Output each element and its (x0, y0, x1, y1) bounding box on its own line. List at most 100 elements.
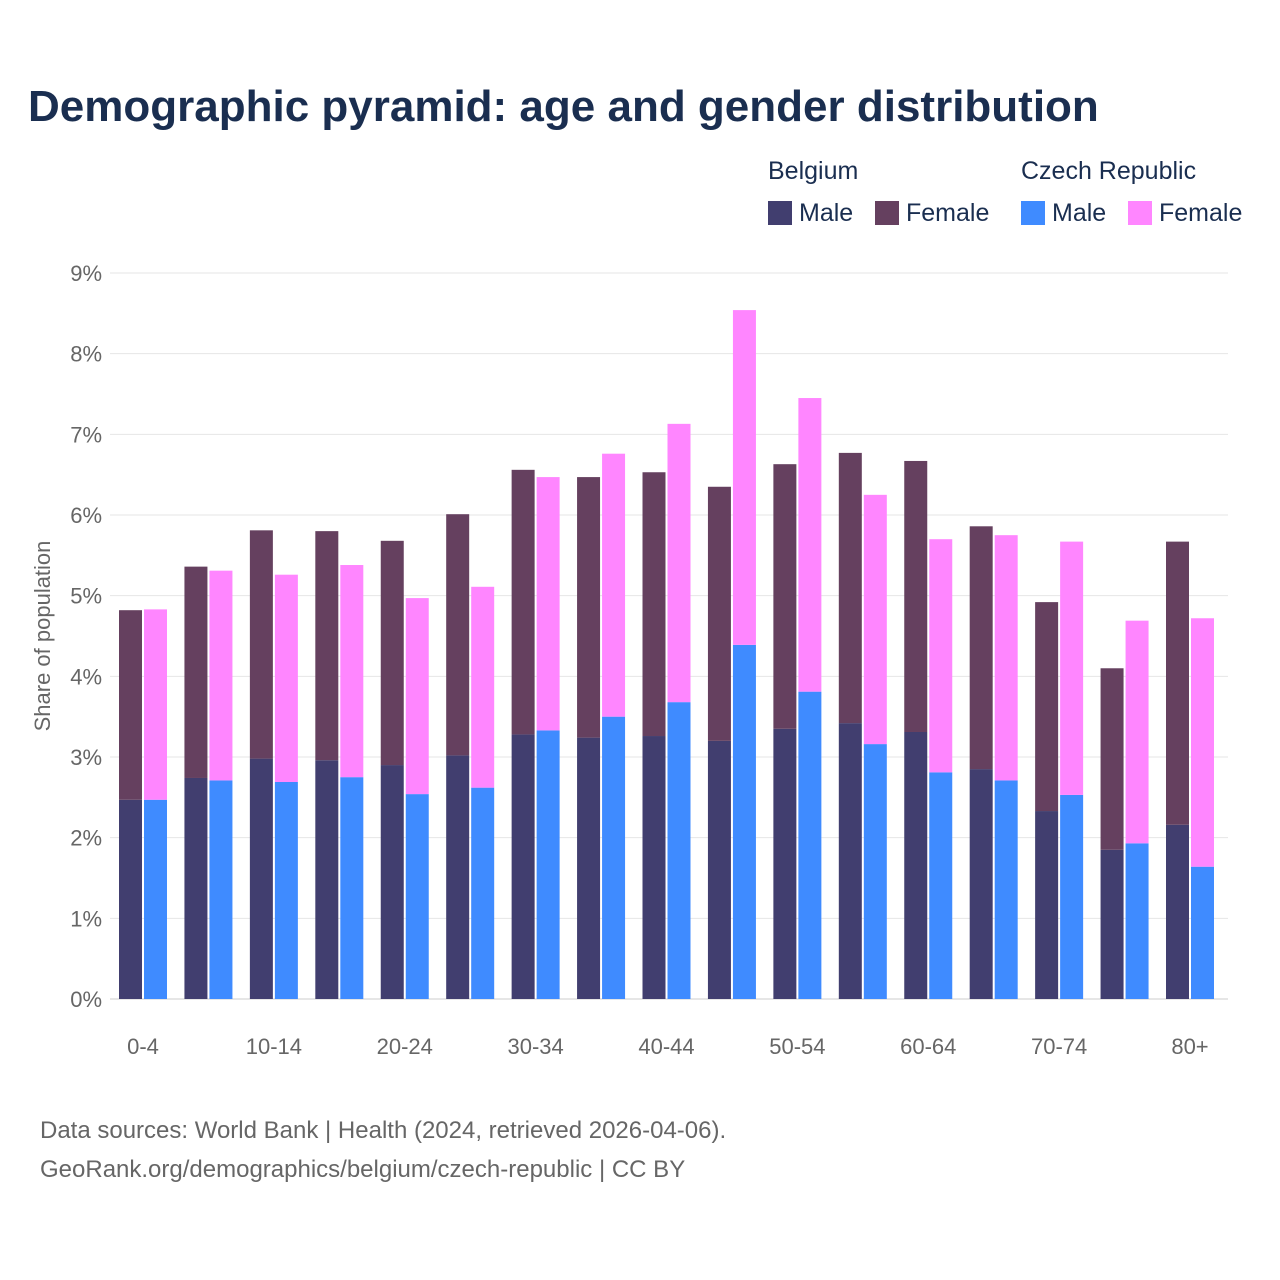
bar-belgium-male (249, 758, 273, 999)
y-tick-label: 8% (70, 342, 102, 367)
y-tick-label: 1% (70, 906, 102, 931)
bar-czech-republic-female (994, 535, 1018, 781)
y-tick-label: 6% (70, 503, 102, 528)
bar-czech-republic-female (863, 494, 887, 745)
bar-belgium-female (1035, 602, 1059, 812)
bar-belgium-male (184, 777, 208, 999)
y-tick-label: 7% (70, 422, 102, 447)
x-tick-label: 60-64 (900, 1034, 956, 1059)
chart-title: Demographic pyramid: age and gender dist… (28, 82, 1099, 131)
legend-label-be-male: Male (799, 199, 854, 227)
bar-belgium-female (380, 540, 404, 766)
bar-czech-republic-female (209, 570, 233, 781)
bar-belgium-female (838, 452, 862, 724)
bar-czech-republic-female (667, 423, 691, 703)
bar-belgium-female (642, 472, 666, 737)
bar-czech-republic-female (1125, 620, 1149, 844)
bar-czech-republic-male (536, 730, 560, 999)
bar-czech-republic-male (929, 772, 953, 999)
bar-belgium-female (315, 531, 339, 761)
bar-belgium-female (249, 530, 273, 759)
legend-swatch-cz-female (1128, 201, 1152, 225)
bar-czech-republic-male (667, 702, 691, 999)
bar-czech-republic-female (144, 609, 167, 800)
bar-belgium-male (642, 736, 666, 999)
bar-belgium-female (773, 464, 797, 729)
legend-label-cz-male: Male (1052, 199, 1107, 227)
footer-sources: Data sources: World Bank | Health (2024,… (40, 1117, 727, 1144)
footer-url: GeoRank.org/demographics/belgium/czech-r… (40, 1156, 686, 1183)
x-tick-label: 80+ (1171, 1034, 1208, 1059)
legend-swatch-cz-male (1021, 201, 1045, 225)
bar-czech-republic-male (471, 787, 495, 999)
legend-swatch-be-male (768, 201, 792, 225)
y-tick-label: 4% (70, 664, 102, 689)
x-tick-label: 30-34 (507, 1034, 563, 1059)
y-tick-label: 9% (70, 261, 102, 286)
y-tick-label: 2% (70, 826, 102, 851)
bar-czech-republic-female (274, 574, 298, 783)
bar-belgium-male (773, 728, 797, 999)
bar-czech-republic-female (405, 598, 429, 795)
bar-czech-republic-male (209, 780, 233, 999)
legend-label-cz-female: Female (1159, 199, 1243, 227)
bar-czech-republic-female (536, 477, 560, 731)
bar-belgium-male (969, 769, 993, 999)
bar-belgium-male (707, 740, 731, 999)
bar-czech-republic-male (798, 691, 822, 999)
bar-czech-republic-male (994, 780, 1018, 999)
bar-belgium-male (1035, 811, 1059, 999)
bar-belgium-male (315, 760, 339, 999)
x-tick-label: 40-44 (638, 1034, 694, 1059)
bar-belgium-male (446, 755, 470, 999)
bar-belgium-female (1100, 668, 1124, 850)
y-tick-label: 0% (70, 987, 102, 1012)
bar-czech-republic-male (405, 794, 429, 999)
bar-belgium-male (577, 737, 601, 999)
bar-belgium-male (1166, 824, 1189, 999)
bar-belgium-male (1100, 849, 1124, 999)
bar-czech-republic-female (602, 453, 626, 717)
bar-czech-republic-male (340, 777, 364, 999)
x-tick-label: 10-14 (246, 1034, 302, 1059)
bar-belgium-male (838, 723, 862, 999)
bar-czech-republic-male (144, 799, 167, 999)
bar-czech-republic-female (929, 539, 953, 773)
bar-belgium-female (119, 610, 142, 800)
bar-czech-republic-male (1125, 843, 1149, 999)
bar-czech-republic-male (274, 782, 298, 999)
y-axis-label: Share of population (30, 541, 55, 732)
bar-belgium-male (904, 731, 928, 999)
x-tick-label: 20-24 (377, 1034, 433, 1059)
legend-group-belgium: Belgium (768, 157, 859, 185)
bar-belgium-female (969, 526, 993, 770)
y-tick-label: 3% (70, 745, 102, 770)
bar-czech-republic-female (1060, 541, 1084, 795)
bar-belgium-female (904, 460, 928, 732)
legend-group-czech: Czech Republic (1021, 157, 1197, 185)
bar-czech-republic-female (732, 310, 756, 645)
bar-belgium-female (446, 514, 470, 756)
bar-belgium-female (184, 566, 208, 778)
legend-swatch-be-female (875, 201, 899, 225)
bar-czech-republic-male (1191, 866, 1214, 999)
bar-czech-republic-female (798, 398, 822, 692)
y-tick-label: 5% (70, 584, 102, 609)
x-tick-label: 70-74 (1031, 1034, 1087, 1059)
bar-belgium-male (119, 799, 142, 999)
bar-czech-republic-male (732, 644, 756, 999)
bar-czech-republic-male (863, 744, 887, 999)
x-tick-label: 50-54 (769, 1034, 825, 1059)
bar-czech-republic-female (1191, 618, 1214, 867)
bar-belgium-female (511, 469, 535, 735)
bar-czech-republic-male (1060, 794, 1084, 999)
bar-czech-republic-female (340, 565, 364, 778)
bar-belgium-female (707, 486, 731, 741)
legend-label-be-female: Female (906, 199, 990, 227)
bar-czech-republic-male (602, 716, 626, 999)
x-tick-label: 0-4 (127, 1034, 159, 1059)
bar-czech-republic-female (471, 586, 495, 788)
bar-belgium-female (577, 477, 601, 738)
